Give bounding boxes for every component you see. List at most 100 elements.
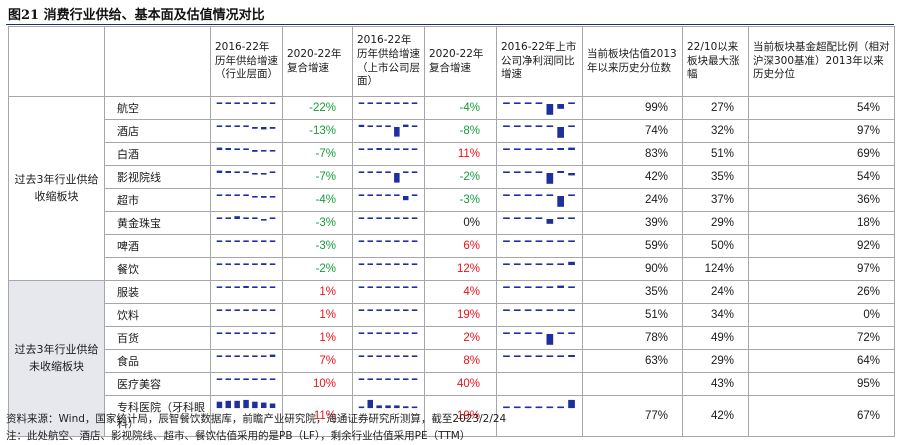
spark-bar <box>411 332 418 334</box>
sector-name: 啤酒 <box>104 234 211 258</box>
net-profit-sparkline <box>496 372 583 396</box>
valuation-percentile-value: 35% <box>582 280 683 304</box>
listed-cagr-value: 40% <box>424 372 497 396</box>
sector-name: 服装 <box>104 280 211 304</box>
spark-bar <box>524 332 532 334</box>
industry-cagr-value: 7% <box>282 349 353 373</box>
spark-bar <box>513 332 521 334</box>
spark-bar <box>367 194 373 196</box>
spark-bar <box>358 102 365 104</box>
spark-bar <box>252 102 258 104</box>
spark-bar <box>546 240 554 242</box>
spark-bar <box>394 102 400 104</box>
listed-supply-sparkline <box>352 257 425 281</box>
spark-bar <box>261 378 267 380</box>
spark-bar <box>535 263 543 265</box>
listed-supply-sparkline <box>352 234 425 258</box>
spark-bar <box>216 217 223 219</box>
header-net-profit-growth: 2016-22年上市公司净利润同比增速 <box>496 26 583 97</box>
footnote: 注：此处航空、酒店、影视院线、超市、餐饮估值采用的是PB（LF），剩余行业估值采… <box>6 430 471 442</box>
spark-bar <box>403 196 409 201</box>
max-gain-value: 51% <box>682 142 749 166</box>
spark-bar <box>503 125 510 127</box>
spark-bar <box>243 217 249 219</box>
spark-bar <box>358 332 365 334</box>
spark-bar <box>269 403 276 408</box>
spark-bar <box>524 263 532 265</box>
net-profit-sparkline <box>496 303 583 327</box>
spark-bar <box>394 378 400 380</box>
sparkline <box>503 399 575 409</box>
spark-bar <box>568 125 575 127</box>
spark-bar <box>546 406 554 409</box>
group-label: 过去3年行业供给收缩板块 <box>8 96 105 281</box>
spark-bar <box>376 217 382 219</box>
spark-bar <box>568 194 575 196</box>
spark-bar <box>269 240 276 242</box>
spark-bar <box>243 332 249 334</box>
sparkline <box>216 378 276 380</box>
spark-bar <box>557 285 564 288</box>
spark-bar <box>261 173 267 175</box>
spark-bar <box>216 240 223 242</box>
spark-bar <box>367 309 373 311</box>
spark-bar <box>568 399 575 409</box>
spark-bar <box>358 378 365 380</box>
fund-percentile-value: 97% <box>748 257 895 281</box>
spark-bar <box>358 355 365 357</box>
spark-bar <box>216 170 223 173</box>
sparkline <box>358 309 418 311</box>
max-gain-value: 37% <box>682 188 749 212</box>
spark-bar <box>261 263 267 265</box>
sparkline <box>501 375 577 393</box>
spark-bar <box>394 127 400 137</box>
spark-bar <box>367 263 373 265</box>
spark-bar <box>225 286 231 288</box>
spark-bar <box>225 378 231 380</box>
spark-bar <box>535 309 543 311</box>
listed-supply-sparkline <box>352 349 425 373</box>
max-gain-value: 24% <box>682 280 749 304</box>
max-gain-value: 34% <box>682 303 749 327</box>
spark-bar <box>252 378 258 380</box>
spark-bar <box>394 286 400 288</box>
max-gain-value: 49% <box>682 326 749 350</box>
spark-bar <box>261 355 267 357</box>
spark-bar <box>394 405 400 409</box>
header-listed-cagr: 2020-22年复合增速 <box>424 26 497 97</box>
listed-supply-sparkline <box>352 142 425 166</box>
industry-supply-sparkline <box>210 280 283 304</box>
sector-name: 餐饮 <box>104 257 211 281</box>
spark-bar <box>546 194 554 196</box>
spark-bar <box>385 263 391 265</box>
spark-bar <box>269 127 276 129</box>
listed-cagr-value: 19% <box>424 395 497 437</box>
spark-bar <box>535 125 543 127</box>
spark-bar <box>234 216 240 219</box>
spark-bar <box>546 263 554 265</box>
listed-supply-sparkline <box>352 372 425 396</box>
spark-bar <box>376 263 382 265</box>
spark-bar <box>252 263 258 265</box>
sparkline <box>358 332 418 334</box>
net-profit-sparkline <box>496 142 583 166</box>
spark-bar <box>261 150 267 152</box>
spark-bar <box>234 286 240 288</box>
spark-bar <box>216 102 223 104</box>
net-profit-sparkline <box>496 211 583 235</box>
spark-bar <box>252 217 258 219</box>
listed-cagr-value: 4% <box>424 280 497 304</box>
valuation-percentile-value: 42% <box>582 165 683 189</box>
industry-cagr-value: -7% <box>282 165 353 189</box>
figure-title: 图21 消费行业供给、基本面及估值情况对比 <box>8 8 265 23</box>
spark-bar <box>358 309 365 311</box>
sparkline <box>358 102 418 104</box>
spark-bar <box>557 171 564 173</box>
max-gain-value: 124% <box>682 257 749 281</box>
spark-bar <box>385 240 391 242</box>
spark-bar <box>394 173 400 183</box>
net-profit-sparkline <box>496 234 583 258</box>
sector-name: 航空 <box>104 96 211 120</box>
spark-bar <box>234 171 240 173</box>
valuation-percentile-value: 63% <box>582 349 683 373</box>
